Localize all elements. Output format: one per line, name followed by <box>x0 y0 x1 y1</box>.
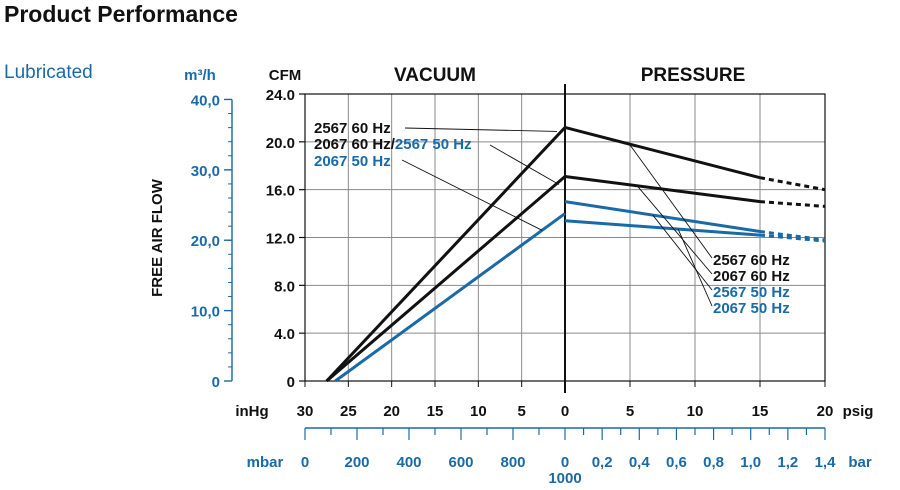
cfm-unit-label: CFM <box>269 67 302 84</box>
cfm-tick-label: 16.0 <box>266 183 295 200</box>
legend-left-2567-60: 2567 60 Hz <box>314 120 391 137</box>
m3h-tick-label: 0 <box>212 374 220 391</box>
leader-line <box>677 228 713 307</box>
page-title: Product Performance <box>4 1 238 27</box>
psig-tick-label: 10 <box>687 403 704 420</box>
bar-tick-label: 0,4 <box>629 454 651 471</box>
bar-tick-label: 0,2 <box>592 454 613 471</box>
psig-tick-label: 15 <box>752 403 769 420</box>
psig-unit-label: psig <box>843 403 874 420</box>
bar-tick-label: 0,6 <box>666 454 687 471</box>
legend-left-combined: 2067 60 Hz/2567 50 Hz <box>314 136 472 153</box>
bar-tick-label: 1,2 <box>777 454 798 471</box>
inhg-tick-label: 30 <box>297 403 314 420</box>
leader-line <box>489 144 560 185</box>
legend-left-2567-50: 2567 50 Hz <box>395 136 472 153</box>
m3h-tick-label: 40,0 <box>191 92 220 109</box>
cfm-tick-label: 0 <box>287 374 295 391</box>
chart-text: 0 10,0 20,0 30,0 40,0 0 4.0 8.0 12.0 16.0 20.0 24.0… <box>149 65 873 487</box>
leader-line <box>401 159 543 231</box>
cfm-tick-label: 12.0 <box>266 231 295 248</box>
cfm-tick-label: 24.0 <box>266 87 295 104</box>
mbar-tick-label: 0 <box>301 454 309 471</box>
inhg-tick-label: 5 <box>517 403 525 420</box>
plot-frame <box>224 84 826 440</box>
legend-right-item: 2067 50 Hz <box>713 300 790 317</box>
leader-line <box>652 214 713 291</box>
section-pressure-label: PRESSURE <box>641 65 746 86</box>
bar-unit-label: bar <box>848 454 872 471</box>
legend-left-2067-60: 2067 60 Hz/ <box>314 136 396 153</box>
legend-right-item: 2567 50 Hz <box>713 284 790 301</box>
series-vacuum-line <box>325 175 566 383</box>
bar-tick-label: 0,8 <box>703 454 724 471</box>
mbar-end-label: 1000 <box>548 470 581 487</box>
psig-tick-label: 20 <box>817 403 834 420</box>
leader-line <box>628 143 713 259</box>
inhg-tick-label: 20 <box>383 403 400 420</box>
cfm-tick-label: 20.0 <box>266 135 295 152</box>
bar-tick-label: 1,4 <box>815 454 837 471</box>
section-vacuum-label: VACUUM <box>394 65 476 86</box>
inhg-tick-label: 15 <box>427 403 444 420</box>
legend-right-item: 2067 60 Hz <box>713 268 790 285</box>
leader-line <box>636 185 713 275</box>
mbar-unit-label: mbar <box>247 454 284 471</box>
mbar-tick-label: 200 <box>344 454 369 471</box>
series-vacuum-line <box>334 212 566 383</box>
mbar-tick-label: 400 <box>396 454 421 471</box>
cfm-tick-label: 8.0 <box>274 278 295 295</box>
m3h-tick-label: 30,0 <box>191 163 220 180</box>
m3h-tick-label: 10,0 <box>191 304 220 321</box>
series-pressure-line <box>564 200 761 234</box>
series-vacuum-line <box>325 126 567 383</box>
inhg-unit-label: inHg <box>235 403 268 420</box>
y-axis-title: FREE AIR FLOW <box>149 178 166 297</box>
psig-tick-label: 5 <box>626 403 634 420</box>
series-extrapolated-line <box>759 200 826 208</box>
bar-tick-label: 1,0 <box>740 454 761 471</box>
mbar-tick-label: 600 <box>448 454 473 471</box>
mbar-tick-label: 800 <box>500 454 525 471</box>
series-pressure-line <box>564 126 761 180</box>
series-extrapolated-line <box>759 230 826 242</box>
series-extrapolated-line <box>759 233 826 243</box>
series-lines <box>325 126 826 383</box>
page-subtitle: Lubricated <box>4 62 93 83</box>
bar-zero-label: 0 <box>561 454 569 471</box>
leader-line <box>404 127 558 132</box>
legend-left-2067-50: 2067 50 Hz <box>314 153 391 170</box>
legend-right-item: 2567 60 Hz <box>713 252 790 269</box>
cfm-tick-label: 4.0 <box>274 326 295 343</box>
inhg-tick-label: 0 <box>561 403 569 420</box>
m3h-tick-label: 20,0 <box>191 233 220 250</box>
leader-lines <box>401 127 713 307</box>
inhg-tick-label: 10 <box>470 403 487 420</box>
m3h-unit-label: m³/h <box>184 67 216 84</box>
series-extrapolated-line <box>759 176 826 192</box>
inhg-tick-label: 25 <box>340 403 357 420</box>
